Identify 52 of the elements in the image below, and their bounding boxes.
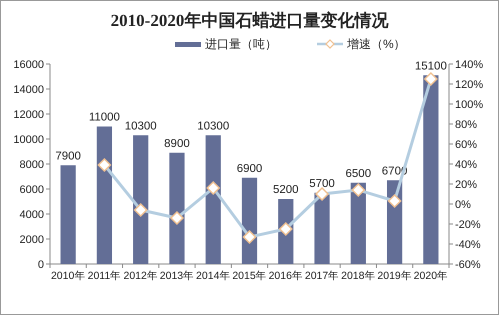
- y2-tick-label: -40%: [455, 239, 481, 251]
- legend-label: 进口量（吨）: [205, 37, 277, 51]
- x-tick-label: 2017年: [304, 270, 340, 282]
- y2-tick-label: 140%: [455, 59, 484, 71]
- y-tick-label: 16000: [13, 59, 44, 71]
- data-label: 10300: [124, 120, 157, 132]
- data-label: 11000: [88, 112, 120, 124]
- x-tick-label: 2020年: [414, 270, 448, 282]
- y2-tick-label: 40%: [455, 159, 478, 171]
- data-label: 10300: [197, 120, 230, 132]
- bar: [314, 192, 330, 264]
- x-tick-label: 2016年: [268, 270, 303, 282]
- y2-tick-label: -20%: [455, 219, 481, 231]
- y-tick-label: 2000: [20, 234, 44, 246]
- bar: [350, 182, 366, 264]
- y-tick-label: 4000: [20, 209, 44, 221]
- data-label: 5700: [309, 178, 335, 190]
- x-tick-label: 2013年: [160, 270, 194, 282]
- y-tick-label: 14000: [13, 84, 44, 96]
- y2-tick-label: 80%: [455, 119, 478, 131]
- data-label: 5200: [272, 184, 299, 196]
- x-tick-label: 2015年: [232, 270, 267, 282]
- y-tick-label: 6000: [20, 184, 44, 196]
- x-tick-label: 2011年: [88, 270, 122, 282]
- legend-label: 增速（%）: [346, 37, 406, 51]
- y2-tick-label: 100%: [455, 99, 484, 111]
- y-tick-label: 0: [38, 259, 44, 271]
- y-tick-label: 12000: [13, 109, 44, 121]
- x-tick-label: 2019年: [377, 270, 412, 282]
- y2-tick-label: 60%: [455, 139, 478, 151]
- y2-tick-label: 20%: [455, 179, 478, 191]
- chart-title: 2010-2020年中国石蜡进口量变化情况: [110, 11, 390, 30]
- data-label: 6900: [236, 162, 262, 175]
- bar: [423, 75, 438, 264]
- bar: [60, 165, 76, 264]
- data-label: 6500: [346, 168, 372, 180]
- x-tick-label: 2010年: [50, 270, 86, 282]
- x-tick-label: 2012年: [124, 270, 158, 282]
- y2-tick-label: 0%: [455, 199, 472, 211]
- data-label: 15100: [414, 60, 447, 72]
- bar: [169, 152, 185, 264]
- y-tick-label: 8000: [20, 159, 44, 171]
- bar: [133, 135, 148, 264]
- bar: [206, 135, 221, 264]
- bar: [96, 126, 112, 264]
- x-tick-label: 2018年: [341, 270, 376, 282]
- y-tick-label: 10000: [13, 134, 44, 146]
- data-label: 7900: [55, 150, 81, 162]
- data-label: 8900: [164, 138, 190, 150]
- x-tick-label: 2014年: [196, 270, 230, 282]
- y2-tick-label: 120%: [455, 79, 484, 91]
- y2-tick-label: -60%: [455, 259, 481, 271]
